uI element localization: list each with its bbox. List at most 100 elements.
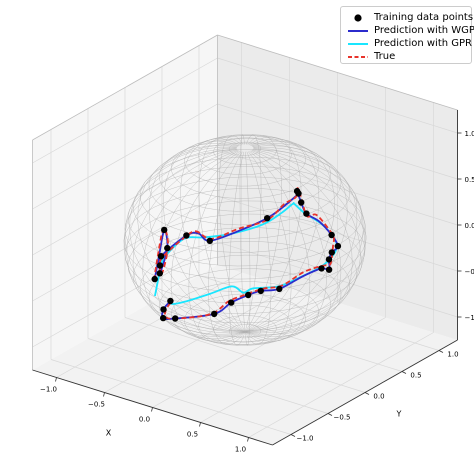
sphere-longitude (188, 151, 246, 344)
pane-edge (32, 34, 218, 141)
legend-marker-training (354, 14, 362, 22)
training-point (183, 232, 190, 239)
training-point (161, 226, 168, 234)
tick-labels: −1.0 −0.5 0.0 0.5 1.0 −1.0 −0.5 0.0 0.5 1.0 −1.0 −0… (40, 130, 474, 454)
y-tick-mark (438, 350, 444, 353)
training-point (334, 242, 342, 250)
training-point (160, 306, 167, 313)
grid-line-y-floor (50, 359, 292, 435)
sphere-longitude (218, 135, 246, 333)
x-tick-mark (103, 392, 105, 397)
axes-lines (32, 34, 462, 446)
legend-line-gpr (348, 43, 368, 45)
y-tick-mark (401, 371, 407, 374)
sphere-longitude (244, 150, 327, 340)
grid-line-z-side (32, 241, 218, 348)
sphere-longitude (244, 143, 348, 333)
grid-line-y-floor (198, 275, 440, 351)
legend-item-true: True (347, 50, 471, 64)
training-point (206, 237, 213, 244)
sphere-longitude (129, 146, 246, 333)
sphere-longitude (244, 148, 361, 334)
grid-line-z-back (217, 195, 458, 272)
grid-line-z-back (217, 149, 458, 226)
x-tick-mark (55, 377, 57, 382)
y-tick-label: 0.0 (373, 393, 384, 401)
sphere-longitude (228, 151, 246, 346)
grid-line-z-back (217, 103, 458, 180)
sphere-longitude (244, 145, 358, 333)
training-point (318, 265, 325, 272)
legend-label-true: True (374, 51, 396, 62)
legend-label-wgpr: Prediction with WGPR (374, 25, 474, 36)
y-tick-mark (327, 413, 333, 416)
grid-line-y-floor (124, 317, 366, 393)
training-point (156, 270, 163, 277)
y-axis-label: Y (396, 410, 402, 419)
training-point (264, 215, 271, 222)
training-point (295, 190, 302, 197)
training-point (325, 256, 333, 263)
z-tick-label: −0.5 (465, 268, 474, 276)
sphere-longitude (126, 148, 246, 334)
pane-edge (217, 34, 458, 111)
y-tick-label: −0.5 (334, 414, 351, 422)
grid-line-y-floor (87, 338, 329, 414)
legend-line-wgpr (348, 30, 368, 32)
training-point (164, 244, 171, 252)
training-point (157, 253, 165, 260)
sphere-longitude (244, 148, 366, 333)
y-tick-label: −1.0 (297, 435, 314, 443)
y-tick-mark (290, 434, 296, 437)
x-tick-label: 0.5 (187, 431, 198, 439)
training-point (328, 231, 335, 239)
training-point (325, 266, 333, 273)
sphere-longitude (244, 136, 302, 333)
legend: Training data points Prediction with WGP… (340, 6, 474, 64)
training-point (172, 315, 179, 322)
z-tick-label: 1.0 (465, 130, 474, 138)
legend-label-training: Training data points (374, 12, 474, 23)
x-tick-label: 0.0 (139, 416, 150, 424)
grid-line-z-side (32, 149, 218, 256)
training-point (211, 310, 218, 318)
z-tick-label: 0.0 (465, 222, 474, 230)
x-tick-mark (247, 437, 249, 442)
sphere-longitude (244, 150, 342, 337)
sphere-longitude (244, 147, 364, 333)
sphere-longitude (123, 148, 246, 333)
grid-line-z-back (217, 241, 458, 318)
training-point (303, 210, 310, 217)
z-tick-label: −1.0 (465, 314, 474, 322)
sphere-longitude (244, 147, 367, 333)
training-point (298, 199, 305, 206)
training-point (245, 291, 252, 299)
grid-line-z-side (32, 57, 218, 164)
sphere-wireframe (123, 134, 367, 346)
sphere-longitude (198, 136, 246, 333)
legend-item-wgpr: Prediction with WGPR (347, 24, 474, 38)
sphere-longitude (148, 143, 246, 333)
training-point (167, 297, 174, 305)
training-point (257, 287, 264, 295)
sphere-longitude (244, 135, 282, 333)
sphere-longitude (163, 140, 246, 333)
training-point (156, 262, 164, 269)
sphere-longitude (244, 151, 272, 345)
x-tick-mark (151, 407, 153, 412)
sphere-longitude (244, 149, 353, 335)
sphere-longitude (244, 138, 320, 333)
legend-item-gpr: Prediction with GPR (347, 37, 472, 51)
grid-line-z-side (32, 103, 218, 210)
z-tick-label: 0.5 (465, 176, 474, 184)
grid-line-z-back (217, 57, 458, 134)
sphere-longitude (208, 151, 246, 345)
training-point (328, 249, 335, 256)
sphere-longitude (179, 138, 246, 333)
data-series (151, 187, 342, 322)
x-axis-label: X (106, 429, 112, 438)
training-point (151, 275, 158, 283)
sphere-longitude (142, 150, 246, 337)
x-tick-label: −1.0 (40, 386, 57, 394)
